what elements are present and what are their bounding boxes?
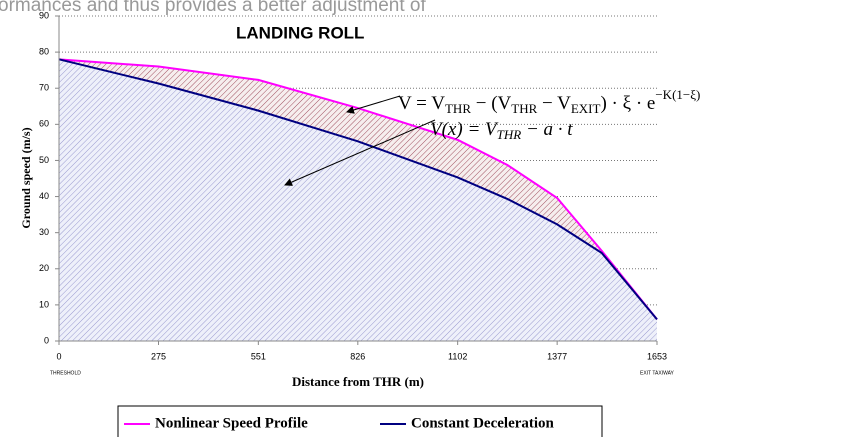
- formula-part: −K(1−ξ): [655, 87, 700, 102]
- y-tick-label: 0: [44, 335, 49, 345]
- x-tick-label: 1377: [547, 351, 567, 361]
- y-tick-label: 60: [39, 119, 49, 129]
- y-tick-label: 20: [39, 263, 49, 273]
- formula-part: THR: [445, 101, 471, 116]
- x-axis-label: Distance from THR (m): [292, 374, 424, 389]
- plot: [55, 15, 658, 345]
- series-line: [58, 58, 658, 320]
- threshold-label: THRESHOLD: [50, 370, 81, 376]
- arrow: [346, 95, 401, 114]
- x-tick-label: 1653: [647, 351, 667, 361]
- x-tick-label: 0: [56, 351, 61, 361]
- legend-label: Constant Deceleration: [411, 415, 555, 431]
- y-tick-label: 80: [39, 46, 49, 56]
- series-line: [58, 58, 658, 320]
- formula-part: V(x) = V: [430, 119, 499, 140]
- formula: V(x) = VTHR − a · t: [430, 119, 573, 142]
- arrow: [284, 119, 436, 186]
- formula-part: EXIT: [571, 101, 601, 116]
- x-tick-label: 826: [350, 351, 365, 361]
- y-tick-label: 90: [39, 10, 49, 20]
- y-tick-label: 40: [39, 191, 49, 201]
- x-tick-label: 275: [151, 351, 166, 361]
- y-tick-label: 30: [39, 227, 49, 237]
- caption-fragment: ormances and thus provides a better adju…: [0, 0, 426, 16]
- formula-part: THR: [497, 127, 522, 142]
- x-tick-label: 551: [251, 351, 266, 361]
- formula-part: − a · t: [521, 119, 573, 140]
- formula-part: − (V: [471, 93, 512, 114]
- y-tick-label: 10: [39, 299, 49, 309]
- formula: V = VTHR − (VTHR − VEXIT) · ξ · e−K(1−ξ): [398, 87, 700, 116]
- chart-title: LANDING ROLL: [236, 23, 364, 42]
- y-tick-label: 50: [39, 155, 49, 165]
- y-axis-label: Ground speed (m/s): [19, 127, 33, 228]
- exit-label: EXIT TAXIWAY: [640, 370, 675, 376]
- formula-part: V = V: [398, 93, 445, 114]
- x-tick-label: 1102: [448, 351, 467, 361]
- formula-part: − V: [537, 93, 571, 114]
- formula-part: ) · ξ · e: [600, 93, 655, 114]
- legend-label: Nonlinear Speed Profile: [155, 415, 308, 431]
- y-tick-label: 70: [39, 83, 49, 93]
- legend: [117, 405, 603, 437]
- area: [59, 59, 657, 341]
- formula-part: THR: [511, 101, 537, 116]
